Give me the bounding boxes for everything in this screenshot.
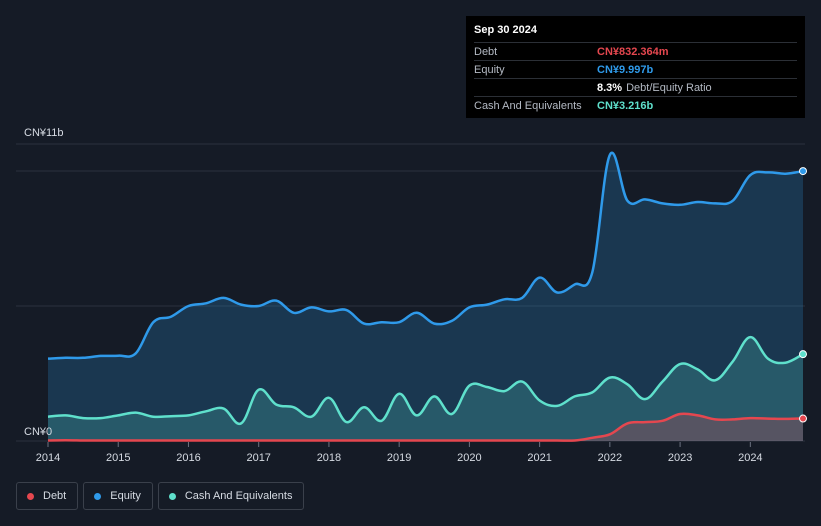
cash-end-point (799, 350, 807, 359)
legend-item-cash[interactable]: Cash And Equivalents (157, 482, 305, 510)
data-tooltip: Sep 30 2024 Debt CN¥832.364m Equity CN¥9… (466, 16, 805, 118)
chart-areas (48, 152, 803, 441)
x-tick-label: 2015 (106, 452, 130, 464)
debt-area (48, 413, 803, 441)
y-axis-top-label: CN¥11b (24, 127, 64, 139)
chart-end-markers (799, 167, 807, 423)
legend-item-debt[interactable]: Debt (16, 482, 79, 510)
x-tick-label: 2016 (176, 452, 200, 464)
x-tick-label: 2021 (527, 452, 551, 464)
tooltip-date: Sep 30 2024 (474, 24, 537, 36)
legend-cash-label: Cash And Equivalents (184, 490, 293, 502)
tooltip-cash-label: Cash And Equivalents (474, 99, 582, 112)
x-tick-label: 2022 (598, 452, 622, 464)
cash-dot-icon (168, 492, 176, 500)
cash-area (48, 337, 803, 441)
x-tick-label: 2023 (668, 452, 692, 464)
tooltip-equity-label: Equity (474, 63, 505, 76)
debt-end-point (799, 414, 807, 423)
tooltip-row-equity: Equity CN¥9.997b (474, 60, 797, 78)
equity-line (47, 151, 804, 360)
x-tick-label: 2014 (36, 452, 60, 464)
tooltip-debt-value: CN¥832.364m (597, 45, 669, 58)
tooltip-ratio-label: Debt/Equity Ratio (626, 81, 712, 94)
equity-end-point (799, 167, 807, 176)
y-axis-bottom-label: CN¥0 (24, 426, 52, 438)
debt-dot-icon (27, 492, 34, 500)
tooltip-cash-value: CN¥3.216b (597, 99, 654, 112)
x-tick-label: 2018 (317, 452, 341, 464)
x-tick-label: 2020 (457, 452, 481, 464)
legend-item-equity[interactable]: Equity (83, 482, 153, 510)
equity-dot-icon (94, 492, 102, 500)
chart-legend: Debt Equity Cash And Equivalents (16, 482, 305, 510)
tooltip-debt-label: Debt (474, 45, 498, 58)
x-tick-label: 2024 (738, 452, 762, 464)
legend-debt-label: Debt (43, 490, 67, 502)
equity-area (48, 152, 803, 441)
chart-lines (47, 151, 804, 442)
x-tick-label: 2017 (246, 452, 270, 464)
tooltip-row-ratio: 8.3% Debt/Equity Ratio (474, 78, 797, 96)
legend-equity-label: Equity (110, 490, 141, 502)
x-axis: 2014 2015 2016 2017 2018 2019 2020 2021 2022 2023… (36, 442, 763, 464)
x-tick-label: 2019 (387, 452, 411, 464)
tooltip-row-cash: Cash And Equivalents CN¥3.216b (474, 96, 797, 114)
tooltip-equity-value: CN¥9.997b (597, 63, 654, 76)
tooltip-ratio-value: 8.3% (597, 81, 623, 94)
tooltip-row-debt: Debt CN¥832.364m (474, 42, 797, 60)
cash-line (47, 335, 804, 426)
debt-line (47, 412, 804, 442)
